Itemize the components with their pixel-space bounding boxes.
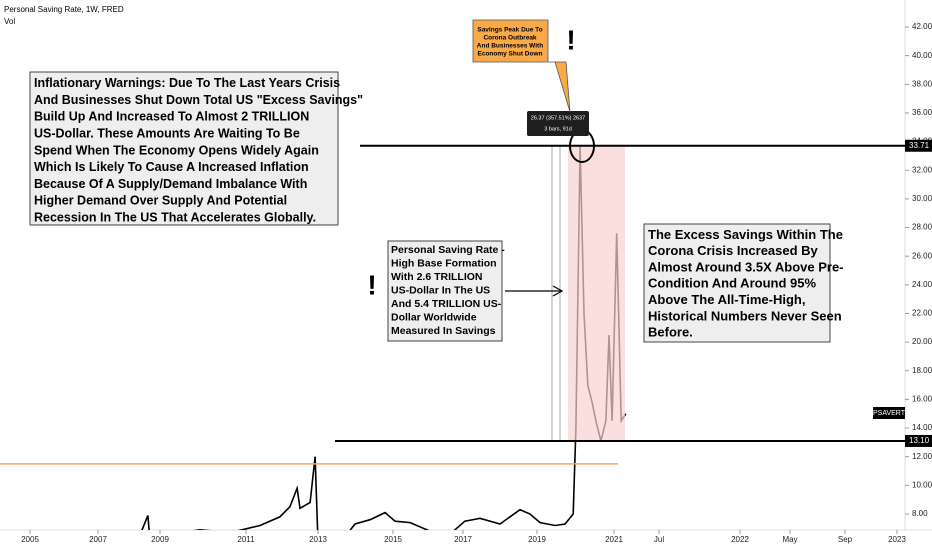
y-tick-label: 26.00 bbox=[912, 251, 932, 260]
note-text: High Base Formation bbox=[391, 258, 497, 270]
tooltip-bg bbox=[527, 111, 589, 136]
y-tick-label: 16.00 bbox=[912, 395, 932, 404]
note-text: And 5.4 TRILLION US- bbox=[391, 298, 502, 310]
note-text: Inflationary Warnings: Due To The Last Y… bbox=[34, 76, 340, 90]
x-tick-label: 2023 bbox=[888, 535, 906, 544]
y-tick-label: 18.00 bbox=[912, 366, 932, 375]
y-tick-label: 22.00 bbox=[912, 309, 932, 318]
x-tick-label: Sep bbox=[838, 535, 853, 544]
y-tick-label: 14.00 bbox=[912, 423, 932, 432]
x-tick-label: 2011 bbox=[237, 535, 255, 544]
y-tick-label: 8.00 bbox=[912, 509, 928, 518]
tooltip-text: 3 bars, 91d bbox=[544, 126, 572, 132]
series-label: PSAVERT bbox=[873, 410, 906, 417]
level-label-bg bbox=[905, 434, 932, 447]
shaded-range bbox=[568, 145, 625, 441]
x-tick-label: May bbox=[782, 535, 797, 544]
note-text: Almost Around 3.5X Above Pre- bbox=[648, 259, 844, 274]
note-text: Personal Saving Rate - bbox=[391, 244, 505, 256]
y-tick-label: 30.00 bbox=[912, 194, 932, 203]
series-label-bg bbox=[873, 407, 905, 419]
x-tick-label: 2015 bbox=[384, 535, 402, 544]
x-tick-label: 2021 bbox=[605, 535, 623, 544]
note-box bbox=[29, 71, 339, 226]
level-label-bg bbox=[905, 139, 932, 152]
volume-label: Vol bbox=[4, 17, 15, 26]
callout-text: And Businesses With bbox=[477, 43, 543, 50]
note-text: Corona Crisis Increased By bbox=[648, 243, 819, 258]
exclamation: ! bbox=[367, 269, 376, 300]
y-tick-label: 12.00 bbox=[912, 452, 932, 461]
note-text: Higher Demand Over Supply And Potential bbox=[34, 194, 287, 208]
note-text: Spend When The Economy Opens Widely Agai… bbox=[34, 143, 319, 157]
y-tick-label: 38.00 bbox=[912, 79, 932, 88]
x-tick-label: 2005 bbox=[21, 535, 39, 544]
note-text: Before. bbox=[648, 325, 693, 340]
callout-bg bbox=[472, 19, 571, 113]
level-label: 13.10 bbox=[909, 436, 930, 445]
callout-text: Economy Shut Down bbox=[478, 51, 543, 58]
note-box bbox=[387, 240, 503, 342]
note-text: Build Up And Increased To Almost 2 TRILL… bbox=[34, 110, 309, 124]
y-tick-label: 42.00 bbox=[912, 22, 932, 31]
y-tick-label: 10.00 bbox=[912, 480, 932, 489]
callout-text: Corona Outbreak bbox=[483, 35, 536, 42]
note-text: With 2.6 TRILLION bbox=[391, 271, 483, 283]
x-tick-label: 2013 bbox=[309, 535, 327, 544]
tooltip-text: 26.37 (357.51%) 2637 bbox=[531, 115, 585, 121]
y-tick-label: 28.00 bbox=[912, 223, 932, 232]
note-text: US-Dollar. These Amounts Are Waiting To … bbox=[34, 126, 300, 140]
x-tick-label: 2022 bbox=[731, 535, 749, 544]
note-text: Recession In The US That Accelerates Glo… bbox=[34, 210, 316, 224]
y-tick-label: 32.00 bbox=[912, 165, 932, 174]
x-tick-label: 2019 bbox=[528, 535, 546, 544]
x-tick-label: 2007 bbox=[89, 535, 107, 544]
arrow-head bbox=[552, 285, 564, 297]
note-text: Historical Numbers Never Seen bbox=[648, 308, 842, 323]
y-tick-label: 36.00 bbox=[912, 108, 932, 117]
note-text: The Excess Savings Within The bbox=[648, 227, 843, 242]
note-text: Condition And Around 95% bbox=[648, 276, 816, 291]
note-text: US-Dollar In The US bbox=[391, 285, 490, 297]
note-text: Which Is Likely To Cause A Increased Inf… bbox=[34, 160, 309, 174]
note-box bbox=[643, 223, 831, 343]
callout-text: Savings Peak Due To bbox=[477, 27, 542, 34]
note-text: Because Of A Supply/Demand Imbalance Wit… bbox=[34, 177, 307, 191]
x-tick-label: 2009 bbox=[151, 535, 169, 544]
level-label: 33.71 bbox=[909, 141, 930, 150]
x-tick-label: Jul bbox=[654, 535, 664, 544]
chart-title: Personal Saving Rate, 1W, FRED bbox=[4, 5, 124, 14]
exclamation: ! bbox=[566, 24, 575, 55]
y-tick-label: 24.00 bbox=[912, 280, 932, 289]
y-tick-label: 20.00 bbox=[912, 337, 932, 346]
note-text: Dollar Worldwide bbox=[391, 312, 477, 324]
note-text: And Businesses Shut Down Total US "Exces… bbox=[34, 93, 363, 107]
note-text: Measured In Savings bbox=[391, 325, 496, 337]
note-text: Above The All-Time-High, bbox=[648, 292, 805, 307]
x-tick-label: 2017 bbox=[454, 535, 472, 544]
y-tick-label: 40.00 bbox=[912, 51, 932, 60]
